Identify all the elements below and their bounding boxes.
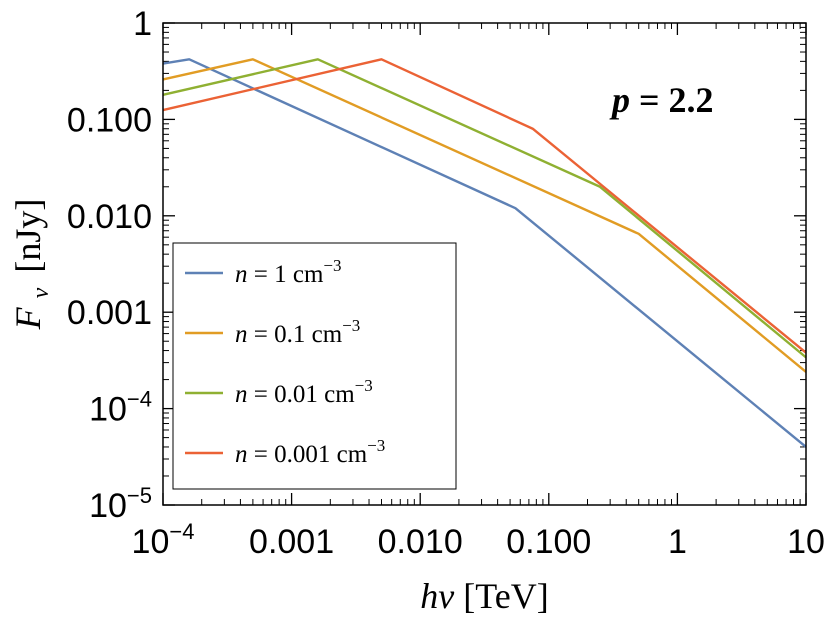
y-tick-label-base: 10 — [89, 487, 127, 525]
y-tick-label-exponent: −4 — [127, 387, 152, 412]
y-tick-label-exponent: −5 — [127, 483, 152, 508]
y-axis-title-subscript: ν — [28, 287, 54, 298]
legend-label-exponent: −3 — [342, 316, 360, 335]
legend-label-4: n = 0.001 cm−3 — [235, 436, 385, 468]
legend-label-symbol: n — [235, 321, 248, 348]
legend-box — [172, 242, 457, 490]
x-axis-title: hν [TeV] — [420, 576, 548, 616]
series-line-2 — [162, 58, 807, 373]
x-tick-label: 10−4 — [132, 519, 195, 561]
series-line-4 — [162, 58, 807, 354]
y-tick-label: 1 — [133, 5, 152, 43]
y-tick-label: 0.001 — [67, 294, 152, 332]
y-tick-label-base: 10 — [89, 391, 127, 429]
x-tick-label-exponent: −4 — [169, 519, 194, 544]
legend-label-2: n = 0.1 cm−3 — [235, 316, 360, 348]
x-tick-label: 10 — [787, 523, 825, 561]
legend-label-1: n = 1 cm−3 — [235, 256, 342, 288]
x-axis-title-symbol: hν — [420, 576, 454, 616]
legend-label-symbol: n — [235, 261, 248, 288]
x-tick-label: 1 — [668, 523, 687, 561]
legend-label-value: = 1 cm — [248, 261, 324, 288]
parameter-annotation-symbol: p — [609, 80, 630, 120]
legend-label-exponent: −3 — [367, 436, 385, 455]
x-axis-ticks: 10−4 0.001 0.010 0.100 1 10 — [132, 23, 825, 561]
legend-label-symbol: n — [235, 381, 248, 408]
y-tick-label: 0.010 — [67, 198, 152, 236]
minor-ticks — [163, 23, 806, 505]
y-axis-title-symbol: F — [8, 306, 48, 330]
legend-label-value: = 0.01 cm — [248, 381, 356, 408]
series-line-1 — [162, 58, 807, 448]
legend: n = 1 cm−3n = 0.1 cm−3n = 0.01 cm−3n = 0… — [172, 242, 457, 490]
x-tick-label-base: 10 — [132, 523, 170, 561]
series-line-3 — [162, 58, 807, 359]
legend-label-exponent: −3 — [355, 376, 373, 395]
parameter-annotation: p = 2.2 — [609, 80, 714, 120]
legend-label-exponent: −3 — [323, 256, 341, 275]
series-layer — [162, 58, 807, 448]
x-tick-label: 0.100 — [506, 523, 591, 561]
y-tick-label: 0.100 — [67, 101, 152, 139]
legend-label-value: = 0.001 cm — [248, 441, 368, 468]
plot-frame — [162, 22, 807, 506]
legend-label-value: = 0.1 cm — [248, 321, 343, 348]
x-axis-title-unit: [TeV] — [463, 576, 548, 616]
y-tick-label: 10−5 — [89, 483, 152, 525]
parameter-annotation-value: = 2.2 — [639, 80, 714, 120]
legend-label-3: n = 0.01 cm−3 — [235, 376, 373, 408]
x-tick-label: 0.010 — [378, 523, 463, 561]
x-tick-label: 0.001 — [249, 523, 334, 561]
y-tick-label: 10−4 — [89, 387, 152, 429]
y-axis-title: F ν [nJy] — [8, 199, 56, 331]
legend-label-symbol: n — [235, 441, 248, 468]
y-axis-title-unit: [nJy] — [8, 199, 48, 273]
